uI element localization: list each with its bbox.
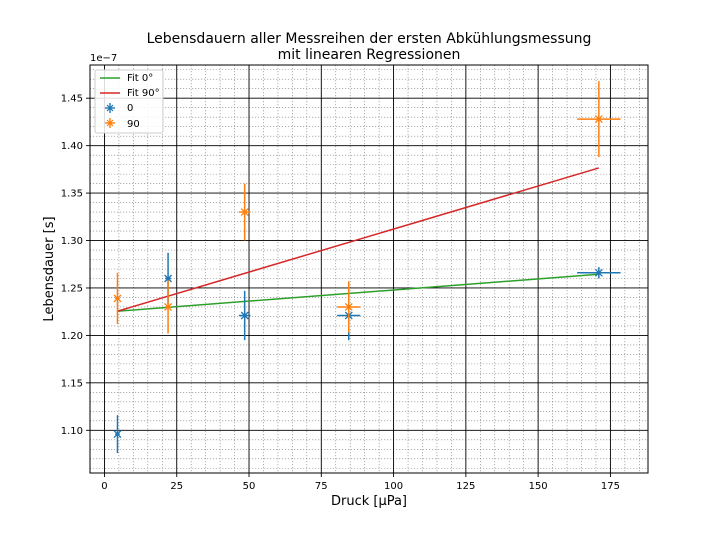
data-point-series-90 [337, 281, 361, 333]
x-tick-label: 25 [170, 481, 183, 492]
legend-label-series-0: 0 [127, 103, 133, 114]
data-point-series-90 [238, 183, 251, 241]
data-points [113, 81, 621, 454]
major-grid [90, 65, 648, 473]
y-tick-label: 1.20 [61, 331, 83, 342]
data-point-series-90 [113, 272, 122, 325]
x-tick-label: 50 [243, 481, 256, 492]
data-point-series-0 [238, 290, 251, 341]
y-axis-label: Lebensdauer [s] [42, 216, 57, 321]
x-tick-label: 175 [601, 481, 620, 492]
x-tick-label: 125 [456, 481, 475, 492]
plot-frame [89, 64, 649, 474]
chart-title-line-2: mit linearen Regressionen [278, 47, 461, 63]
legend-marker-series-0 [106, 104, 114, 112]
x-tick-label: 100 [384, 481, 403, 492]
point-marker [594, 268, 603, 277]
data-point-series-0 [113, 415, 122, 454]
data-point-series-90 [577, 81, 621, 158]
y-tick-label: 1.35 [61, 189, 83, 200]
point-marker [164, 302, 173, 311]
point-marker [240, 208, 249, 217]
point-marker [113, 294, 122, 303]
chart-title-line-1: Lebensdauern aller Messreihen der ersten… [147, 31, 592, 47]
y-tick-label: 1.40 [61, 141, 83, 152]
y-tick-label: 1.25 [61, 283, 83, 294]
legend: Fit 0° Fit 90° 0 90 [94, 69, 164, 134]
point-marker [344, 302, 353, 311]
minor-grid [89, 65, 648, 473]
y-tick-label: 1.15 [61, 378, 83, 389]
data-point-series-90 [164, 280, 173, 334]
data-point-series-0 [577, 267, 621, 279]
y-tick-label: 1.30 [61, 236, 83, 247]
legend-label-fit-90: Fit 90° [127, 88, 160, 99]
axis-ticks: 0 25 50 75 100 125 150 175 1.10 1.15 1.20 1.25 1.30 1… [61, 94, 620, 492]
y-tick-label: 1.10 [61, 426, 83, 437]
x-axis-label: Druck [μPa] [331, 494, 407, 509]
x-tick-label: 0 [101, 481, 107, 492]
fit-line-0 [117, 273, 599, 312]
legend-box [94, 69, 164, 134]
legend-marker-series-90 [106, 119, 114, 127]
legend-label-fit-0: Fit 0° [127, 73, 153, 84]
x-tick-label: 150 [529, 481, 548, 492]
legend-marks [100, 77, 120, 128]
y-tick-label: 1.45 [61, 94, 83, 105]
point-marker [164, 274, 173, 283]
y-offset-label: 1e−7 [90, 53, 117, 64]
fit-line-1 [117, 167, 600, 312]
point-marker [594, 115, 603, 124]
fit-lines [117, 167, 600, 312]
point-marker [240, 311, 249, 320]
legend-label-series-90: 90 [127, 119, 140, 130]
point-marker [113, 430, 122, 439]
x-tick-label: 75 [315, 481, 328, 492]
